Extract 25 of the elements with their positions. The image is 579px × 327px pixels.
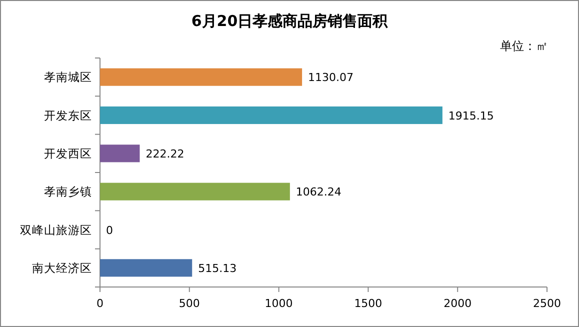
- data-label: 0: [106, 224, 113, 237]
- bar: [100, 106, 442, 124]
- bar: [100, 259, 192, 277]
- data-label: 1915.15: [448, 109, 494, 122]
- y-tick-label: 开发西区: [44, 146, 92, 160]
- y-tick-label: 孝南城区: [44, 70, 92, 84]
- bar: [100, 68, 302, 86]
- x-tick-label: 2500: [533, 297, 561, 310]
- y-tick-label: 南大经济区: [32, 260, 92, 275]
- data-label: 1062.24: [296, 186, 342, 199]
- bar: [100, 182, 290, 200]
- x-tick-label: 1000: [264, 297, 293, 310]
- bar: [100, 144, 140, 162]
- data-label: 1130.07: [308, 71, 354, 84]
- data-label: 222.22: [146, 147, 184, 160]
- y-tick-label: 开发东区: [44, 108, 92, 122]
- x-tick-label: 1500: [354, 297, 382, 310]
- data-label: 515.13: [198, 262, 237, 275]
- x-tick-label: 500: [178, 297, 200, 310]
- chart-title: 6月20日孝感商品房销售面积: [191, 12, 389, 30]
- y-tick-label: 孝南乡镇: [44, 184, 92, 199]
- y-tick-label: 双峰山旅游区: [20, 222, 92, 237]
- x-tick-label: 2000: [444, 297, 472, 310]
- x-tick-label: 0: [96, 297, 104, 310]
- text: 单位：㎡: [500, 39, 548, 53]
